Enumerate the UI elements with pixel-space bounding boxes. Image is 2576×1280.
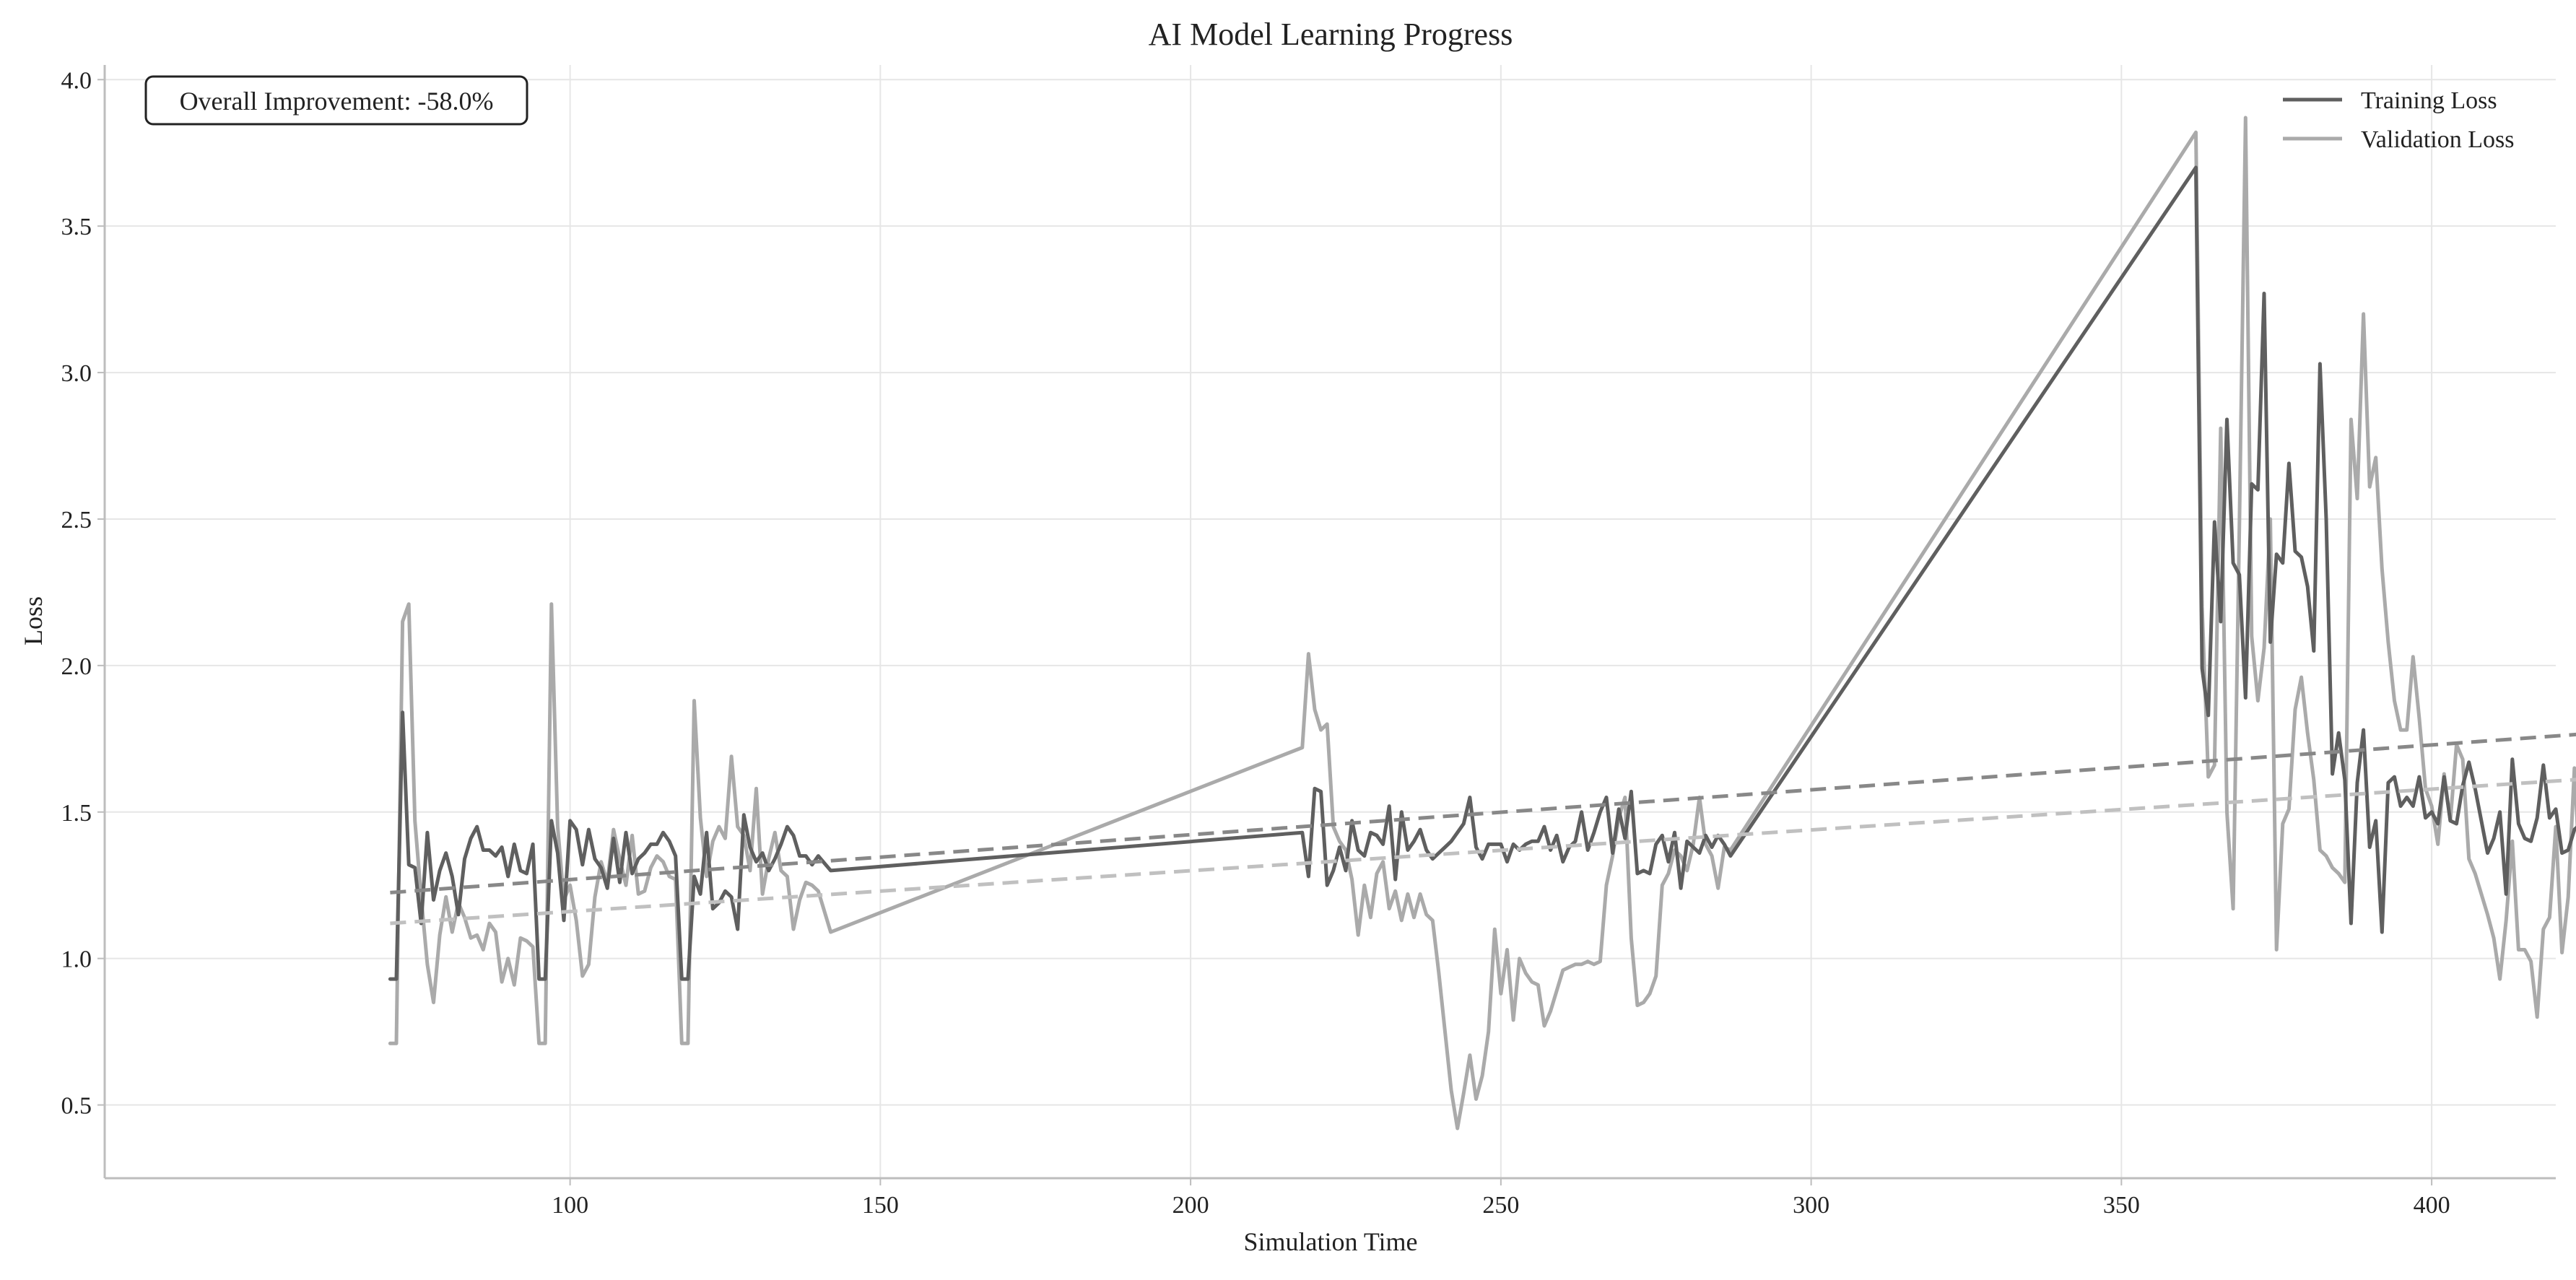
data-series — [388, 116, 2576, 1131]
y-tick-label: 4.0 — [61, 67, 92, 94]
x-tick-label: 350 — [2103, 1192, 2140, 1219]
legend: Training Loss Validation Loss — [2283, 87, 2514, 153]
x-tick-label: 300 — [1793, 1192, 1829, 1219]
x-axis-label: Simulation Time — [1243, 1227, 1417, 1256]
y-tick-label: 1.0 — [61, 946, 92, 973]
annotation-text: Overall Improvement: -58.0% — [180, 87, 494, 116]
x-tick-label: 100 — [552, 1192, 588, 1219]
legend-label-training: Training Loss — [2361, 87, 2497, 114]
training-loss-line — [388, 165, 2576, 981]
y-tick-label: 1.5 — [61, 800, 92, 827]
y-tick-label: 3.5 — [61, 214, 92, 240]
y-tick-label: 3.0 — [61, 360, 92, 387]
x-tick-label: 250 — [1482, 1192, 1519, 1219]
y-axis-label: Loss — [19, 596, 48, 645]
legend-label-validation: Validation Loss — [2361, 126, 2514, 153]
x-tick-label: 400 — [2414, 1192, 2450, 1219]
training-trend-line — [390, 732, 2576, 894]
grid — [105, 65, 2556, 1178]
y-tick-label: 2.0 — [61, 653, 92, 680]
axes — [97, 65, 2556, 1185]
chart-title: AI Model Learning Progress — [1149, 17, 1513, 52]
annotation-box: Overall Improvement: -58.0% — [144, 75, 528, 126]
x-tick-label: 150 — [862, 1192, 899, 1219]
validation-trend-line — [390, 778, 2576, 926]
y-tick-label: 2.5 — [61, 507, 92, 534]
annotation-frame — [144, 75, 528, 126]
x-tick-label: 200 — [1172, 1192, 1209, 1219]
tick-labels: 100 150 200 250 300 350 400 0.5 1.0 1.5 2.0 2.5 3.0 3… — [61, 67, 2450, 1219]
y-tick-label: 0.5 — [61, 1093, 92, 1120]
